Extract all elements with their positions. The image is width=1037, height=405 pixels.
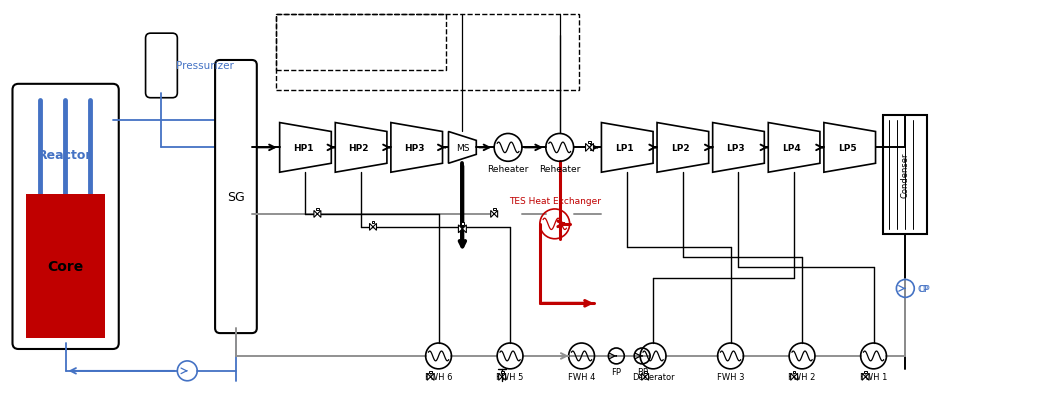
- Polygon shape: [427, 373, 435, 380]
- Polygon shape: [491, 211, 498, 218]
- Text: HP3: HP3: [403, 143, 424, 153]
- Text: BP: BP: [637, 367, 648, 376]
- Polygon shape: [499, 373, 506, 380]
- Polygon shape: [790, 373, 797, 380]
- Text: FWH 2: FWH 2: [788, 372, 816, 381]
- Text: SG: SG: [227, 191, 245, 204]
- Bar: [429, 371, 432, 373]
- Text: FWH 6: FWH 6: [425, 372, 452, 381]
- Text: Deaerator: Deaerator: [632, 372, 674, 381]
- Text: TES Heat Exchanger: TES Heat Exchanger: [509, 196, 600, 205]
- FancyBboxPatch shape: [215, 61, 257, 333]
- Bar: [864, 371, 867, 373]
- Bar: [316, 209, 318, 211]
- Bar: [792, 371, 795, 373]
- Polygon shape: [586, 144, 593, 152]
- Text: LP4: LP4: [782, 143, 801, 153]
- Bar: [493, 209, 496, 211]
- Polygon shape: [458, 225, 467, 233]
- Text: CP: CP: [918, 284, 930, 293]
- Text: FWH 4: FWH 4: [568, 372, 595, 381]
- Text: LP1: LP1: [615, 143, 634, 153]
- Text: Condenser: Condenser: [901, 152, 909, 198]
- Text: HP1: HP1: [292, 143, 313, 153]
- Bar: [276, 15, 579, 91]
- Text: Reheater: Reheater: [487, 165, 529, 174]
- Text: LP5: LP5: [838, 143, 857, 153]
- Bar: [501, 371, 504, 373]
- Polygon shape: [314, 211, 320, 218]
- Text: Core: Core: [48, 260, 84, 273]
- FancyBboxPatch shape: [12, 85, 119, 349]
- Text: CP: CP: [918, 284, 928, 293]
- Bar: [884, 115, 927, 234]
- Text: MS: MS: [455, 143, 469, 153]
- Text: FWH 3: FWH 3: [717, 372, 745, 381]
- Polygon shape: [642, 373, 648, 380]
- Text: FWH 1: FWH 1: [860, 372, 888, 381]
- Text: FP: FP: [612, 367, 621, 376]
- Text: LP2: LP2: [671, 143, 690, 153]
- Text: Reactor: Reactor: [38, 149, 93, 162]
- Text: Reheater: Reheater: [539, 165, 581, 174]
- Text: LP3: LP3: [727, 143, 746, 153]
- Bar: [644, 371, 646, 373]
- Bar: [26, 194, 105, 338]
- Polygon shape: [862, 373, 869, 380]
- Bar: [588, 141, 591, 144]
- Bar: [276, 15, 447, 71]
- Bar: [460, 222, 464, 225]
- Polygon shape: [369, 224, 376, 231]
- Text: FWH 5: FWH 5: [497, 372, 524, 381]
- Bar: [371, 222, 374, 224]
- FancyBboxPatch shape: [145, 34, 177, 98]
- Text: HP2: HP2: [348, 143, 369, 153]
- Text: Pressurizer: Pressurizer: [176, 61, 234, 71]
